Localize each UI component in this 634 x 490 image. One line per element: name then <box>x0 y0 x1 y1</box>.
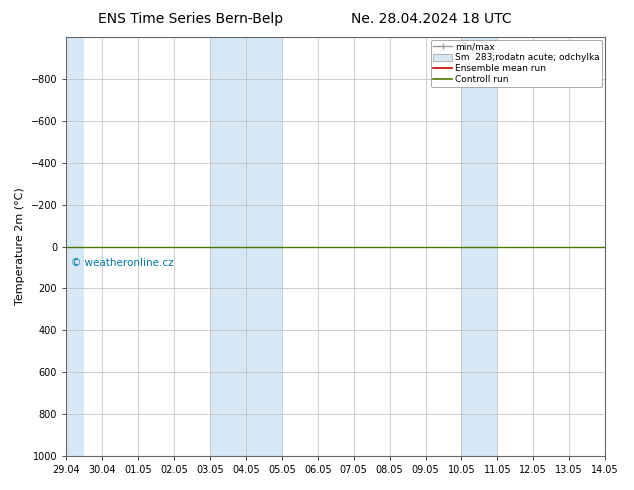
Bar <box>66 37 84 456</box>
Text: ENS Time Series Bern-Belp: ENS Time Series Bern-Belp <box>98 12 283 26</box>
Bar <box>462 37 498 456</box>
Y-axis label: Temperature 2m (°C): Temperature 2m (°C) <box>15 188 25 305</box>
Text: © weatheronline.cz: © weatheronline.cz <box>70 258 173 268</box>
Text: Ne. 28.04.2024 18 UTC: Ne. 28.04.2024 18 UTC <box>351 12 512 26</box>
Bar <box>210 37 281 456</box>
Legend: min/max, Sm  283;rodatn acute; odchylka, Ensemble mean run, Controll run: min/max, Sm 283;rodatn acute; odchylka, … <box>430 40 602 87</box>
